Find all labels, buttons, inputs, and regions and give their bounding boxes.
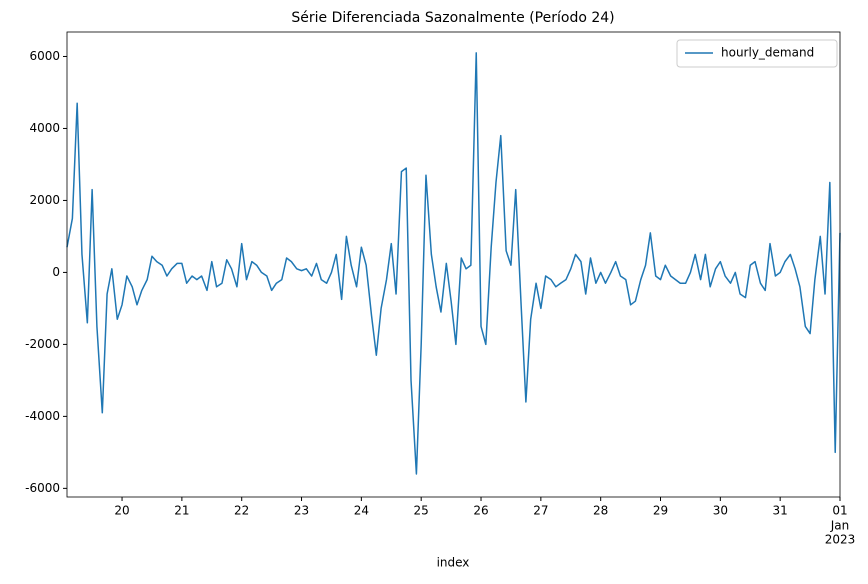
y-tick-label: 6000 — [29, 49, 60, 63]
plot-frame — [66, 31, 841, 498]
y-tick-label: 0 — [52, 265, 60, 279]
x-tick-label: 27 — [533, 504, 548, 518]
x-tick-label: 24 — [354, 504, 369, 518]
x-tick-label: 28 — [593, 504, 608, 518]
x-tick-label: 25 — [414, 504, 429, 518]
x-tick-label: 20 — [114, 504, 129, 518]
x-tick-label: 26 — [473, 504, 488, 518]
y-tick-label: 2000 — [29, 193, 60, 207]
y-tick-label: 4000 — [29, 121, 60, 135]
legend-box — [676, 39, 838, 68]
x-tick-sublabel: Jan — [830, 519, 850, 533]
x-tick-label: 21 — [174, 504, 189, 518]
x-tick-label: 29 — [653, 504, 668, 518]
x-tick-label: 30 — [713, 504, 728, 518]
y-tick-label: -6000 — [25, 481, 60, 495]
chart-title: Série Diferenciada Sazonalmente (Período… — [291, 10, 614, 26]
x-tick-label: 23 — [294, 504, 309, 518]
x-tick-sublabel: 2023 — [825, 533, 856, 547]
x-tick-label: 31 — [773, 504, 788, 518]
x-axis-label: index — [437, 556, 470, 570]
y-tick-label: -2000 — [25, 337, 60, 351]
data-line — [66, 52, 841, 475]
x-tick-label: 22 — [234, 504, 249, 518]
y-tick-label: -4000 — [25, 409, 60, 423]
legend-label: hourly_demand — [721, 46, 814, 60]
x-tick-label: 01 — [832, 504, 847, 518]
